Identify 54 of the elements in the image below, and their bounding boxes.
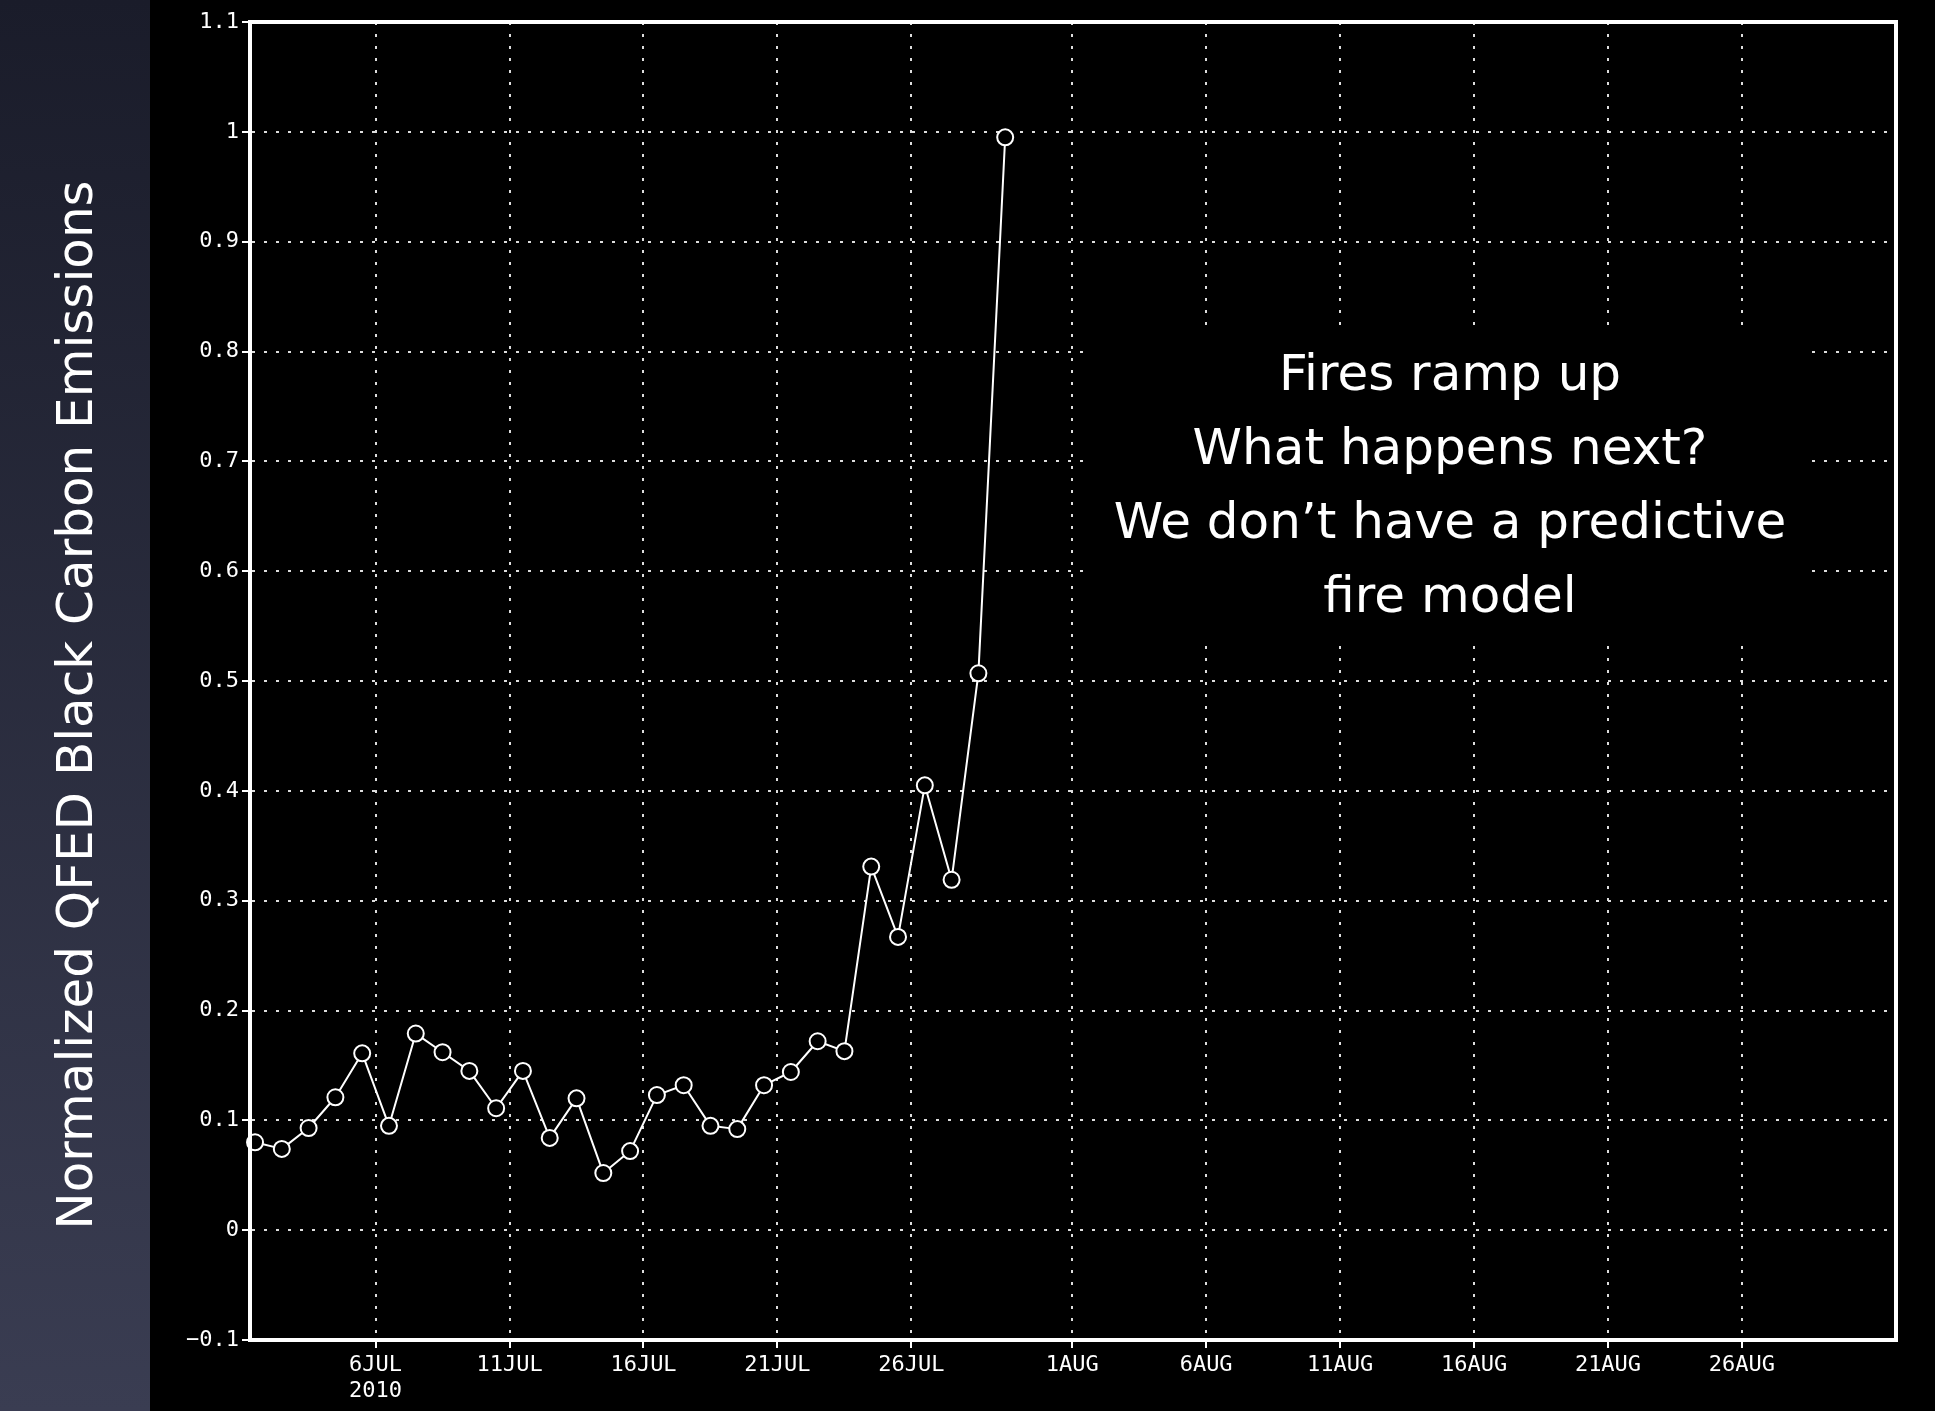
point [299, 1119, 318, 1138]
point [621, 1142, 640, 1161]
point [808, 1032, 827, 1051]
point [353, 1044, 372, 1063]
point [996, 128, 1015, 147]
y-tick-label: 0.9 [199, 227, 239, 253]
y-tick-label: 0.5 [199, 666, 239, 692]
y-tick-label: 0 [225, 1215, 239, 1241]
x-tick-label: 1AUG [1045, 1350, 1099, 1376]
point [889, 927, 908, 946]
x-tick-label: 26JUL [878, 1350, 945, 1376]
y-tick-label: 0.3 [199, 886, 239, 912]
y-tick-label: −0.1 [186, 1325, 239, 1351]
x-tick-label: 16AUG [1440, 1350, 1508, 1376]
y-axis-title: Normalized QFED Black Carbon Emissions [46, 180, 104, 1230]
point [460, 1061, 479, 1080]
point [487, 1099, 506, 1118]
point [406, 1024, 425, 1043]
x-tick-label: 6AUG [1179, 1350, 1233, 1376]
point [969, 664, 988, 683]
point [781, 1063, 800, 1082]
point [728, 1120, 747, 1139]
x-tick-label: 21JUL [744, 1350, 811, 1376]
annotation: Fires ramp up What happens next? We don’t have a predictive fire model [1090, 330, 1810, 638]
point [326, 1088, 345, 1107]
point [647, 1086, 666, 1105]
x-tick-label: 11JUL [476, 1350, 543, 1376]
x-tick-label: 16JUL [610, 1350, 677, 1376]
point [433, 1043, 452, 1062]
y-tick-label: 0.2 [199, 996, 239, 1022]
point [674, 1076, 693, 1095]
x-tick-label: 21AUG [1574, 1350, 1642, 1376]
x-tick-label: 26AUG [1708, 1350, 1776, 1376]
point [755, 1076, 774, 1095]
y-tick-label: 0.6 [199, 556, 239, 582]
y-tick-label: 0.4 [199, 776, 239, 802]
point [540, 1128, 559, 1147]
y-tick-label: 1 [225, 117, 239, 143]
point [915, 776, 934, 795]
y-tick-label: 0.7 [199, 447, 239, 473]
x-tick-label: 6JUL 2010 [349, 1350, 403, 1403]
point [594, 1164, 613, 1183]
point [272, 1139, 291, 1158]
x-tick-label: 11AUG [1306, 1350, 1374, 1376]
y-tick-label: 0.8 [199, 337, 239, 363]
point [567, 1089, 586, 1108]
point [379, 1116, 398, 1135]
point [862, 857, 881, 876]
y-tick-label: 1.1 [199, 7, 239, 33]
point [835, 1042, 854, 1061]
y-tick-label: 0.1 [199, 1106, 239, 1132]
point [701, 1116, 720, 1135]
point [513, 1061, 532, 1080]
point [942, 870, 961, 889]
